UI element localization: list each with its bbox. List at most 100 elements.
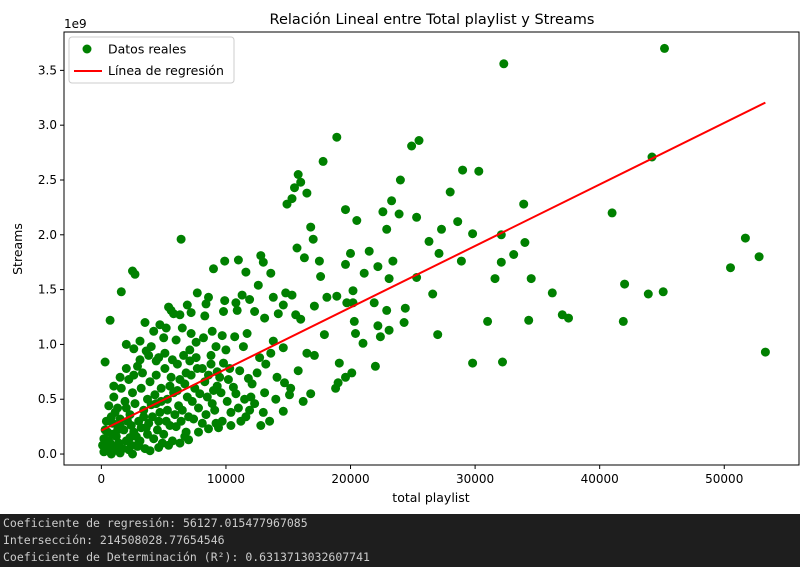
scatter-point	[115, 372, 125, 382]
scatter-point	[458, 165, 468, 175]
scatter-point	[145, 377, 155, 387]
scatter-point	[245, 295, 255, 304]
scatter-point	[607, 208, 617, 218]
scatter-point	[150, 390, 160, 400]
scatter-point	[177, 323, 187, 333]
scatter-point	[332, 132, 342, 142]
scatter-point	[223, 375, 233, 384]
scatter-point	[287, 290, 297, 300]
scatter-point	[388, 256, 398, 266]
scatter-point	[113, 425, 123, 435]
scatter-point	[165, 381, 175, 391]
plot-frame	[63, 31, 800, 466]
scatter-point	[219, 307, 228, 316]
console-line-coeficiente: Coeficiente de regresión: 56127.01547796…	[3, 516, 308, 530]
console-line-r2: Coeficiente de Determinación (R²): 0.631…	[3, 550, 370, 564]
scatter-point	[564, 313, 573, 323]
scatter-point	[219, 358, 228, 368]
scatter-point	[302, 188, 312, 198]
scatter-point	[346, 248, 355, 258]
scatter-point	[194, 403, 203, 413]
scatter-point	[298, 396, 308, 406]
scatter-point	[618, 316, 628, 326]
scatter-point	[445, 187, 455, 197]
scatter-point	[468, 358, 478, 368]
scatter-point	[332, 291, 342, 301]
scatter-point	[143, 429, 152, 439]
scatter-point	[252, 368, 262, 378]
scatter-point	[256, 421, 266, 430]
scatter-point	[278, 406, 288, 416]
scatter-point	[101, 416, 111, 426]
scatter-point	[166, 372, 176, 382]
scatter-point	[754, 252, 764, 262]
y-axis-label: Streams	[10, 223, 25, 275]
scatter-point	[146, 342, 156, 352]
scatter-point	[273, 309, 283, 319]
scatter-point	[309, 301, 319, 311]
scatter-point	[434, 248, 444, 258]
scatter-point	[194, 427, 203, 437]
scatter-point	[165, 421, 175, 430]
scatter-point	[121, 364, 131, 373]
scatter-point	[106, 449, 116, 459]
scatter-point	[306, 222, 316, 232]
scatter-point	[240, 394, 250, 404]
scatter-point	[100, 357, 110, 367]
scatter-point	[176, 234, 186, 244]
scatter-point	[116, 383, 126, 393]
scatter-point	[192, 288, 202, 298]
scatter-point	[387, 196, 397, 206]
scatter-point	[202, 392, 212, 402]
scatter-point	[170, 410, 180, 420]
legend: Datos reales Línea de regresión	[68, 36, 235, 84]
scatter-point	[144, 418, 154, 428]
scatter-point	[140, 318, 150, 327]
scatter-point	[230, 332, 240, 342]
y-tick-label: 0.0	[38, 447, 57, 461]
scatter-point	[309, 350, 319, 360]
scatter-point	[128, 388, 137, 398]
scatter-point	[456, 256, 466, 266]
y-tick-label: 3.0	[38, 118, 57, 132]
scatter-point	[226, 421, 236, 430]
scatter-point	[135, 355, 145, 365]
scatter-point	[99, 447, 109, 457]
scatter-point	[260, 388, 270, 398]
scatter-point	[268, 292, 278, 302]
scatter-point	[474, 166, 484, 176]
legend-label-regresion: Línea de regresión	[108, 63, 224, 78]
scatter-point	[110, 407, 120, 417]
scatter-point	[145, 446, 155, 456]
scatter-point	[116, 287, 126, 297]
scatter-point	[211, 342, 221, 352]
scatter-point	[547, 288, 557, 298]
scatter-point	[133, 441, 142, 451]
scatter-point	[302, 348, 312, 358]
console-output: Coeficiente de regresión: 56127.01547796…	[0, 514, 800, 567]
scatter-point	[268, 336, 278, 346]
scatter-point	[272, 372, 282, 382]
scatter-point	[490, 274, 500, 284]
scatter-point	[261, 359, 271, 369]
scatter-point	[215, 372, 225, 382]
scatter-point	[175, 375, 185, 384]
scatter-point	[207, 399, 217, 409]
scatter-point	[359, 268, 369, 278]
scatter-point	[164, 440, 174, 450]
scatter-point	[206, 350, 216, 360]
scatter-point	[319, 330, 329, 340]
scatter-point	[349, 316, 359, 326]
scatter-point	[437, 224, 446, 234]
scatter-point	[156, 383, 166, 393]
scatter-point	[375, 332, 385, 342]
scatter-point	[189, 414, 199, 424]
scatter-point	[199, 333, 208, 343]
scatter-point	[233, 255, 243, 265]
scatter-point	[162, 405, 172, 415]
legend-scatter-marker	[82, 44, 92, 54]
scatter-point	[620, 279, 630, 289]
scatter-point	[278, 300, 288, 310]
scatter-chart: Relación Lineal entre Total playlist y S…	[10, 12, 800, 505]
scatter-point	[175, 310, 185, 320]
